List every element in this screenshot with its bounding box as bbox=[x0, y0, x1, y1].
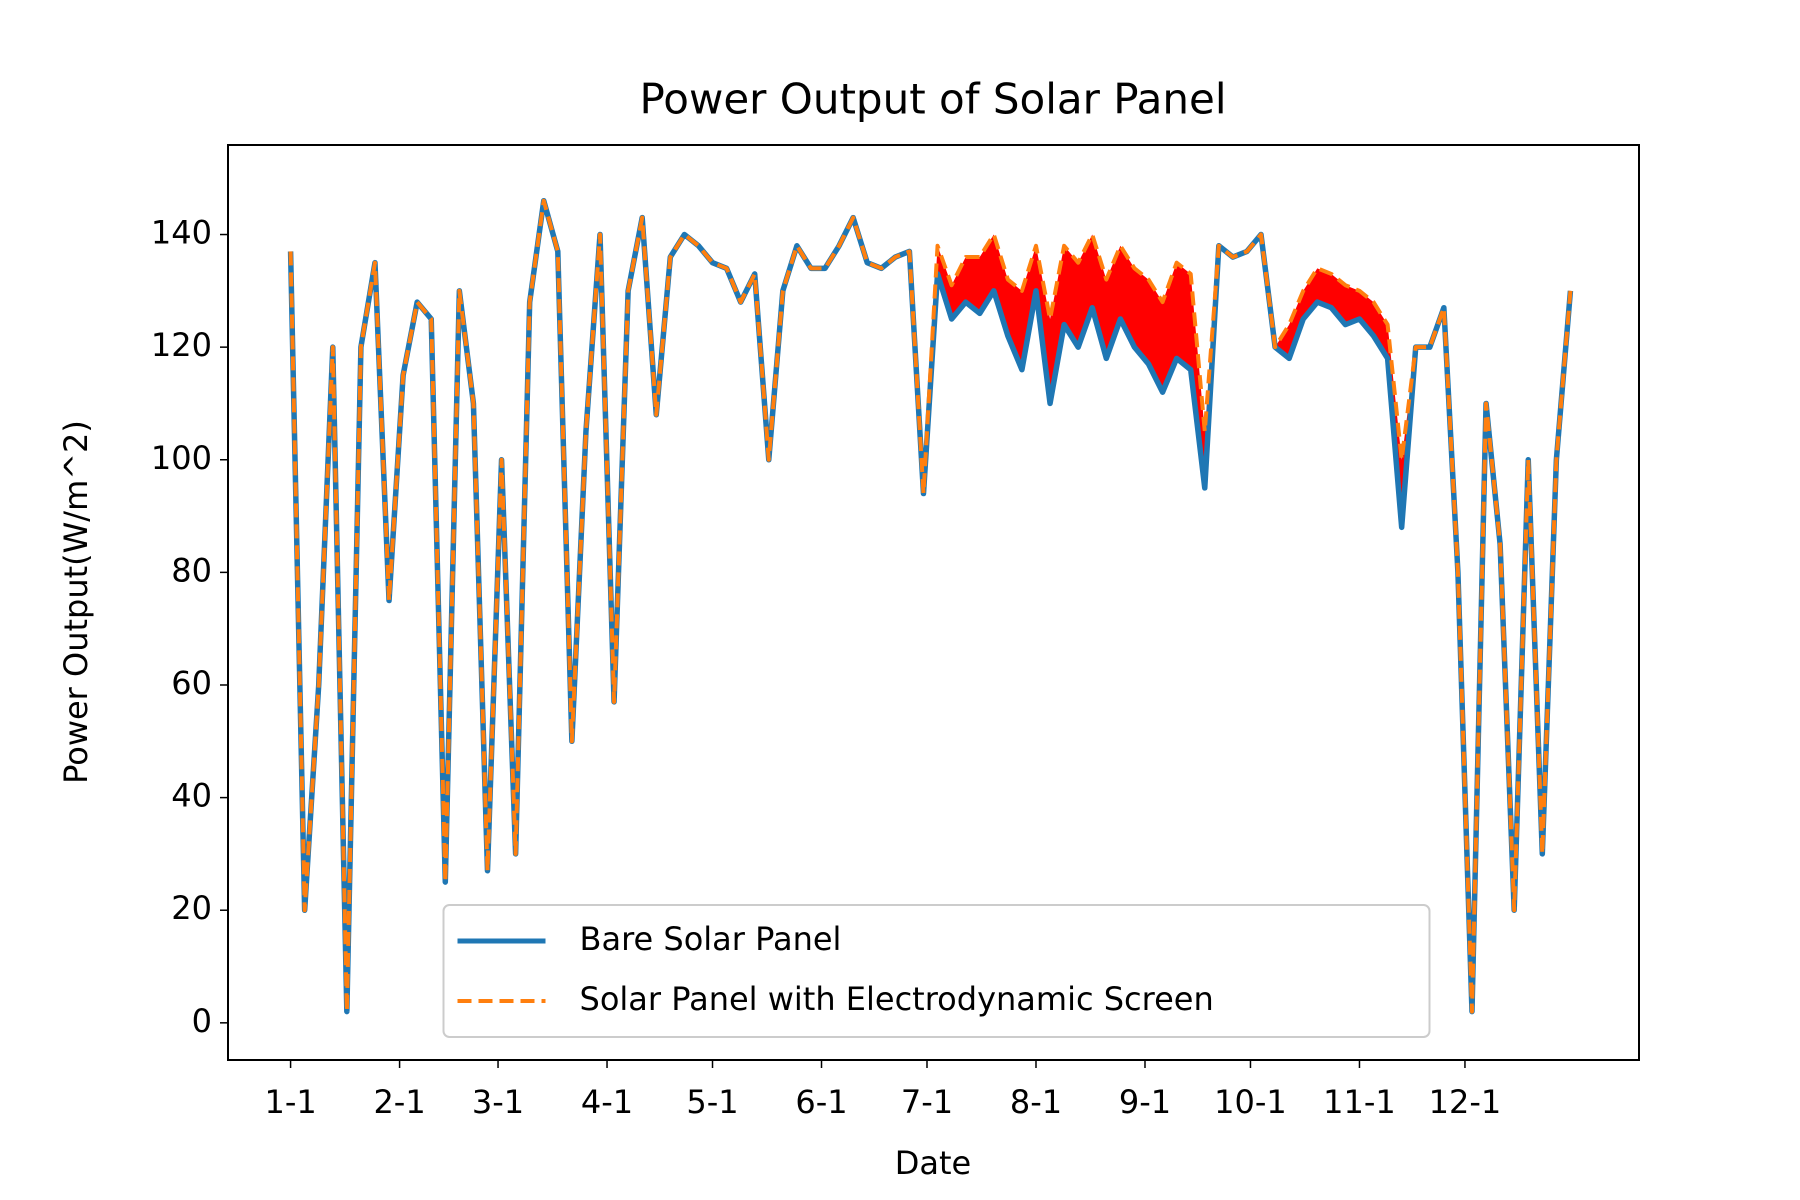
y-tick-label: 140 bbox=[151, 214, 212, 252]
legend: Bare Solar Panel Solar Panel with Electro… bbox=[442, 904, 1431, 1038]
y-tick-label: 60 bbox=[171, 664, 212, 702]
series-line bbox=[288, 198, 1573, 1014]
legend-label: Bare Solar Panel bbox=[580, 920, 842, 958]
plot-frame bbox=[227, 144, 1640, 1061]
x-tick-label: 1-1 bbox=[264, 1083, 316, 1121]
y-tick-label: 80 bbox=[171, 551, 212, 589]
legend-label: Solar Panel with Electrodynamic Screen bbox=[580, 980, 1214, 1018]
y-tick-label: 120 bbox=[151, 326, 212, 364]
x-tick-label: 10-1 bbox=[1214, 1083, 1287, 1121]
legend-box bbox=[442, 904, 1431, 1038]
y-tick-label: 20 bbox=[171, 889, 212, 927]
x-tick-label: 7-1 bbox=[901, 1083, 953, 1121]
x-tick-label: 8-1 bbox=[1010, 1083, 1062, 1121]
x-tick-label: 12-1 bbox=[1429, 1083, 1502, 1121]
x-tick-label: 2-1 bbox=[373, 1083, 425, 1121]
x-axis-label: Date bbox=[895, 1144, 971, 1182]
y-tick-label: 0 bbox=[192, 1002, 212, 1040]
y-tick-label: 100 bbox=[151, 439, 212, 477]
y-axis-label: Power Output(W/m^2) bbox=[57, 420, 95, 784]
x-tick-label: 9-1 bbox=[1119, 1083, 1171, 1121]
y-tick-label: 40 bbox=[171, 777, 212, 815]
x-tick-label: 4-1 bbox=[581, 1083, 633, 1121]
x-tick-label: 11-1 bbox=[1323, 1083, 1396, 1121]
x-tick-label: 6-1 bbox=[795, 1083, 847, 1121]
x-tick-label: 5-1 bbox=[686, 1083, 738, 1121]
fill-between-area bbox=[290, 200, 1571, 1012]
chart-title: Power Output of Solar Panel bbox=[639, 75, 1226, 124]
x-tick-label: 3-1 bbox=[472, 1083, 524, 1121]
